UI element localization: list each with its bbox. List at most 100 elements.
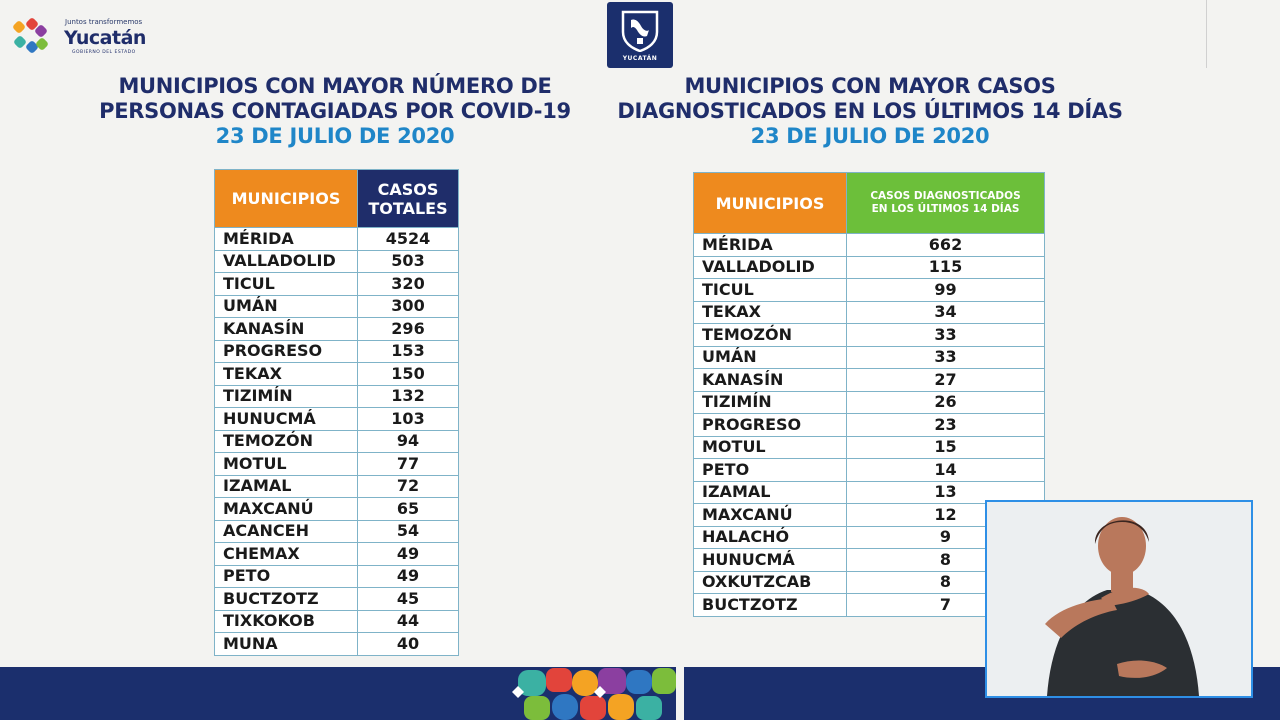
crest-label: YUCATÁN (622, 55, 658, 62)
left-title-line1: MUNICIPIOS CON MAYOR NÚMERO DE (118, 74, 552, 98)
decorative-shapes-icon (512, 668, 676, 720)
total-cases-table: MUNICIPIOS CASOS TOTALES MÉRIDA 4524 VALLA… (214, 169, 459, 656)
value-cell: 662 (846, 233, 1045, 257)
table-row: TEMOZÓN 33 (693, 323, 1045, 347)
value-cell: 300 (357, 294, 459, 318)
table-row: MOTUL 77 (214, 452, 459, 476)
municipio-cell: TIZIMÍN (214, 384, 358, 408)
municipio-cell: TEKAX (693, 300, 847, 324)
municipio-cell: MAXCANÚ (214, 497, 358, 521)
logo-subline: GOBIERNO DEL ESTADO (72, 50, 136, 55)
value-cell: 103 (357, 407, 459, 431)
logo-tagline: Juntos transformemos (65, 18, 143, 26)
recent-cases-body: MÉRIDA 662 VALLADOLID 115 TICUL 99 TEKAX 34 TEMO… (693, 233, 1045, 617)
municipio-cell: BUCTZOTZ (214, 587, 358, 611)
value-cell: 49 (357, 564, 459, 588)
logo-name: Yucatán (64, 27, 146, 49)
right-panel-title: MUNICIPIOS CON MAYOR CASOS DIAGNOSTICADO… (590, 74, 1150, 149)
table-row: MOTUL 15 (693, 435, 1045, 459)
value-cell: 153 (357, 339, 459, 363)
left-panel-title: MUNICIPIOS CON MAYOR NÚMERO DE PERSONAS … (60, 74, 610, 149)
municipio-cell: TIZIMÍN (693, 390, 847, 414)
header-casos-line1: CASOS (377, 179, 439, 199)
table-row: TEKAX 150 (214, 362, 459, 386)
municipio-cell: MOTUL (214, 452, 358, 476)
municipio-cell: TEMOZÓN (214, 429, 358, 453)
municipio-cell: PROGRESO (214, 339, 358, 363)
value-cell: 15 (846, 435, 1045, 459)
value-cell: 320 (357, 272, 459, 296)
table-row: TEMOZÓN 94 (214, 429, 459, 453)
municipio-cell: HALACHÓ (693, 525, 847, 549)
value-cell: 33 (846, 323, 1045, 347)
table-row: MÉRIDA 4524 (214, 227, 459, 251)
table-row: BUCTZOTZ 45 (214, 587, 459, 611)
table-row: MÉRIDA 662 (693, 233, 1045, 257)
sign-language-interpreter-video (985, 500, 1253, 698)
municipio-cell: IZAMAL (693, 480, 847, 504)
municipio-cell: HUNUCMÁ (693, 548, 847, 572)
municipio-cell: MÉRIDA (693, 233, 847, 257)
sign-language-interpreter-image (987, 502, 1251, 696)
header-divider (1206, 0, 1207, 68)
value-cell: 132 (357, 384, 459, 408)
table-row: VALLADOLID 503 (214, 249, 459, 273)
municipio-cell: MAXCANÚ (693, 503, 847, 527)
municipio-cell: ACANCEH (214, 519, 358, 543)
state-crest-icon (621, 10, 659, 52)
municipio-cell: UMÁN (693, 345, 847, 369)
header-14d-line1: CASOS DIAGNOSTICADOS (870, 190, 1021, 202)
municipio-cell: OXKUTZCAB (693, 570, 847, 594)
value-cell: 33 (846, 345, 1045, 369)
value-cell: 296 (357, 317, 459, 341)
state-crest: YUCATÁN (607, 2, 673, 68)
value-cell: 4524 (357, 227, 459, 251)
table-row: VALLADOLID 115 (693, 255, 1045, 279)
value-cell: 44 (357, 609, 459, 633)
table-row: PROGRESO 153 (214, 339, 459, 363)
value-cell: 150 (357, 362, 459, 386)
table-row: TIZIMÍN 132 (214, 384, 459, 408)
municipio-cell: IZAMAL (214, 474, 358, 498)
table-row: TIXKOKOB 44 (214, 609, 459, 633)
left-title-date: 23 DE JULIO DE 2020 (215, 124, 455, 148)
value-cell: 49 (357, 542, 459, 566)
header-casos-totales: CASOS TOTALES (357, 169, 459, 228)
value-cell: 27 (846, 368, 1045, 392)
municipio-cell: VALLADOLID (693, 255, 847, 279)
municipio-cell: TEMOZÓN (693, 323, 847, 347)
municipio-cell: TIXKOKOB (214, 609, 358, 633)
municipio-cell: MUNA (214, 632, 358, 656)
value-cell: 26 (846, 390, 1045, 414)
table-row: PETO 49 (214, 564, 459, 588)
value-cell: 14 (846, 458, 1045, 482)
municipio-cell: TICUL (693, 278, 847, 302)
right-title-line1: MUNICIPIOS CON MAYOR CASOS (684, 74, 1056, 98)
municipio-cell: KANASÍN (693, 368, 847, 392)
right-title-date: 23 DE JULIO DE 2020 (750, 124, 990, 148)
municipio-cell: TICUL (214, 272, 358, 296)
table-row: MUNA 40 (214, 632, 459, 656)
table-row: IZAMAL 72 (214, 474, 459, 498)
value-cell: 77 (357, 452, 459, 476)
value-cell: 23 (846, 413, 1045, 437)
value-cell: 65 (357, 497, 459, 521)
yucatan-government-logo: Juntos transformemos Yucatán GOBIERNO DE… (8, 14, 148, 58)
municipio-cell: KANASÍN (214, 317, 358, 341)
municipio-cell: MOTUL (693, 435, 847, 459)
municipio-cell: HUNUCMÁ (214, 407, 358, 431)
value-cell: 72 (357, 474, 459, 498)
table-row: KANASÍN 27 (693, 368, 1045, 392)
municipio-cell: TEKAX (214, 362, 358, 386)
table-row: KANASÍN 296 (214, 317, 459, 341)
municipio-cell: PROGRESO (693, 413, 847, 437)
table-row: ACANCEH 54 (214, 519, 459, 543)
table-row: PROGRESO 23 (693, 413, 1045, 437)
municipio-cell: BUCTZOTZ (693, 593, 847, 617)
value-cell: 115 (846, 255, 1045, 279)
value-cell: 45 (357, 587, 459, 611)
table-row: TICUL 320 (214, 272, 459, 296)
value-cell: 40 (357, 632, 459, 656)
value-cell: 99 (846, 278, 1045, 302)
table-row: CHEMAX 49 (214, 542, 459, 566)
